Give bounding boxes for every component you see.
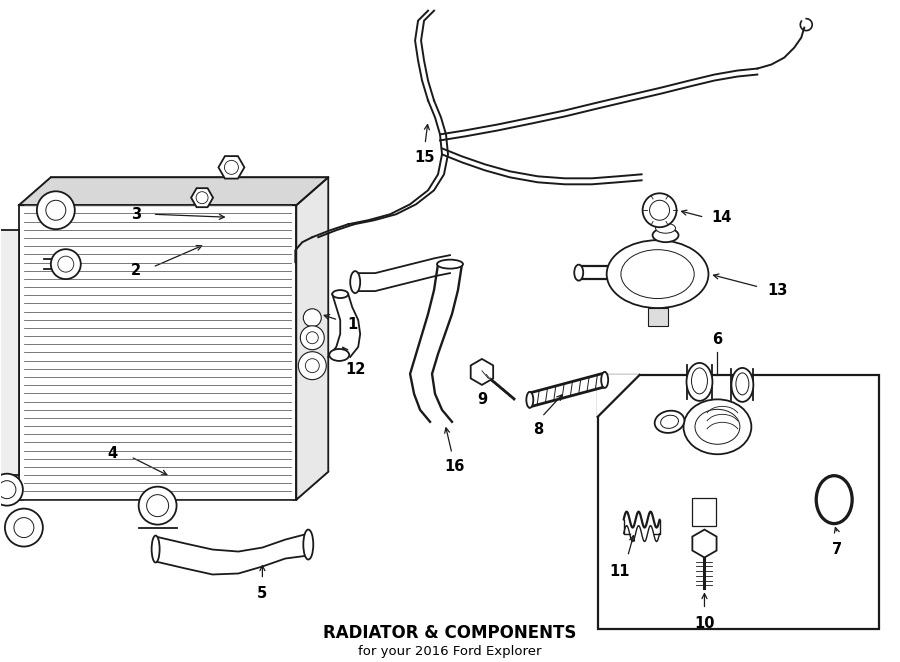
Ellipse shape — [824, 485, 844, 514]
Circle shape — [224, 160, 238, 174]
Ellipse shape — [607, 240, 708, 308]
Circle shape — [0, 481, 16, 498]
Circle shape — [58, 256, 74, 272]
Text: 14: 14 — [711, 210, 732, 224]
Polygon shape — [191, 188, 213, 207]
Text: 12: 12 — [345, 362, 365, 377]
Ellipse shape — [691, 368, 707, 394]
Ellipse shape — [654, 410, 684, 433]
Text: 2: 2 — [130, 263, 140, 277]
Circle shape — [46, 201, 66, 220]
Ellipse shape — [621, 250, 694, 299]
Text: 1: 1 — [347, 316, 357, 332]
Circle shape — [147, 495, 168, 516]
Text: 10: 10 — [694, 616, 715, 631]
Ellipse shape — [687, 363, 713, 401]
Text: 13: 13 — [767, 283, 788, 298]
Ellipse shape — [329, 349, 349, 361]
Bar — [50, 177, 328, 472]
Ellipse shape — [695, 409, 740, 444]
Bar — [598, 375, 879, 630]
Circle shape — [14, 518, 34, 538]
Bar — [19, 205, 296, 500]
Circle shape — [37, 191, 75, 229]
Ellipse shape — [732, 368, 753, 402]
Circle shape — [196, 192, 208, 204]
Text: 15: 15 — [415, 150, 436, 165]
Polygon shape — [692, 530, 716, 557]
Ellipse shape — [574, 265, 583, 281]
Circle shape — [303, 308, 321, 327]
Circle shape — [4, 508, 43, 547]
Circle shape — [298, 352, 327, 379]
Circle shape — [650, 201, 670, 220]
Polygon shape — [296, 177, 328, 500]
Ellipse shape — [151, 536, 159, 563]
Text: 11: 11 — [609, 564, 630, 579]
Ellipse shape — [601, 372, 608, 388]
Text: 4: 4 — [108, 446, 118, 461]
Text: 6: 6 — [713, 332, 723, 348]
Polygon shape — [19, 177, 328, 205]
Polygon shape — [219, 156, 245, 179]
Ellipse shape — [350, 271, 360, 293]
Bar — [648, 308, 668, 326]
Text: RADIATOR & COMPONENTS: RADIATOR & COMPONENTS — [323, 624, 577, 642]
Bar — [0, 230, 19, 475]
Ellipse shape — [526, 392, 534, 408]
Circle shape — [0, 474, 22, 506]
Text: 8: 8 — [533, 422, 543, 438]
Circle shape — [306, 332, 319, 344]
Text: 5: 5 — [257, 586, 267, 601]
Bar — [692, 498, 716, 526]
Polygon shape — [471, 359, 493, 385]
Text: 3: 3 — [130, 207, 140, 222]
Circle shape — [139, 487, 176, 524]
Circle shape — [301, 326, 324, 350]
Ellipse shape — [683, 399, 752, 454]
Text: 9: 9 — [477, 393, 487, 407]
Ellipse shape — [816, 476, 852, 524]
Ellipse shape — [655, 223, 676, 233]
Ellipse shape — [652, 228, 679, 242]
Ellipse shape — [736, 373, 749, 395]
Text: 16: 16 — [445, 459, 465, 474]
Ellipse shape — [332, 290, 348, 298]
Ellipse shape — [437, 260, 463, 269]
Polygon shape — [598, 375, 640, 417]
Text: for your 2016 Ford Explorer: for your 2016 Ford Explorer — [358, 645, 542, 658]
Circle shape — [50, 249, 81, 279]
Circle shape — [643, 193, 677, 227]
Text: 7: 7 — [832, 542, 842, 557]
Ellipse shape — [303, 530, 313, 559]
Ellipse shape — [661, 415, 679, 428]
Circle shape — [305, 359, 320, 373]
